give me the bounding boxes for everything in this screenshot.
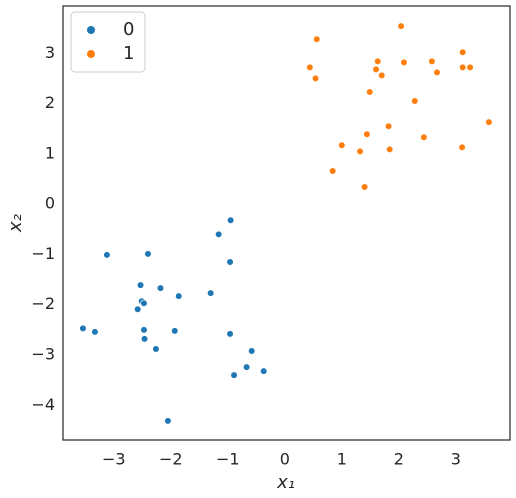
scatter-point [374,57,382,65]
scatter-point [242,363,251,371]
scatter-point [156,284,165,292]
y-tick-label: 1 [45,143,55,162]
scatter-point [356,147,364,155]
scatter-point [140,335,149,343]
scatter-point [459,48,467,56]
legend-label: 1 [123,43,134,64]
scatter-point [485,118,493,126]
x-tick-label: −2 [159,450,183,469]
x-axis-label: x₁ [276,472,295,493]
scatter-point [361,183,369,191]
scatter-point [248,347,256,355]
x-tick-label: −3 [102,450,126,469]
scatter-point [466,63,474,71]
scatter-point [411,97,419,105]
plot-frame [62,5,511,441]
scatter-point [140,326,148,334]
x-tick-label: −1 [216,450,240,469]
scatter-point [311,74,320,83]
scatter-point [103,251,111,259]
scatter-point [175,292,183,300]
x-tick-label: 2 [394,450,404,469]
scatter-point [397,22,405,30]
scatter-point [215,230,223,238]
scatter-point [428,57,436,65]
legend-label: 0 [123,19,134,40]
legend-marker [87,26,95,34]
scatter-point [171,327,179,335]
scatter-point [378,71,386,79]
scatter-point [144,250,152,258]
scatter-point [400,58,408,66]
x-tick-label: 0 [280,450,290,469]
scatter-point [458,143,466,151]
scatter-point [386,145,394,153]
scatter-point [306,63,314,71]
scatter-point [140,299,148,307]
scatter-point [366,88,374,96]
scatter-point [152,345,160,353]
scatter-point [459,63,467,71]
legend-marker [87,50,95,58]
y-tick-label: −3 [31,345,55,364]
y-axis-label: x₂ [5,214,26,233]
scatter-point [433,68,441,76]
scatter-point [227,216,235,224]
x-tick-label: 1 [337,450,347,469]
scatter-point [384,122,393,130]
scatter-point [313,35,321,43]
y-tick-label: 3 [45,43,55,62]
scatter-point [226,330,234,338]
scatter-point [230,371,238,379]
scatter-point [420,133,428,141]
scatter-point [226,258,234,266]
scatter-point [136,281,145,289]
scatter-point [338,141,346,149]
scatter-point [372,65,380,73]
y-tick-label: −1 [31,244,55,263]
y-tick-label: 0 [45,194,55,213]
y-tick-label: −2 [31,294,55,313]
scatter-point [260,367,268,375]
scatter-point [79,324,87,332]
scatter-point [329,167,337,175]
scatter-point [134,305,142,313]
y-tick-label: 2 [45,93,55,112]
scatter-point [91,328,99,336]
scatter-point [207,289,215,297]
scatter-point [164,417,172,425]
x-tick-label: 3 [451,450,461,469]
scatter-point [363,130,371,138]
y-tick-label: −4 [31,395,55,414]
